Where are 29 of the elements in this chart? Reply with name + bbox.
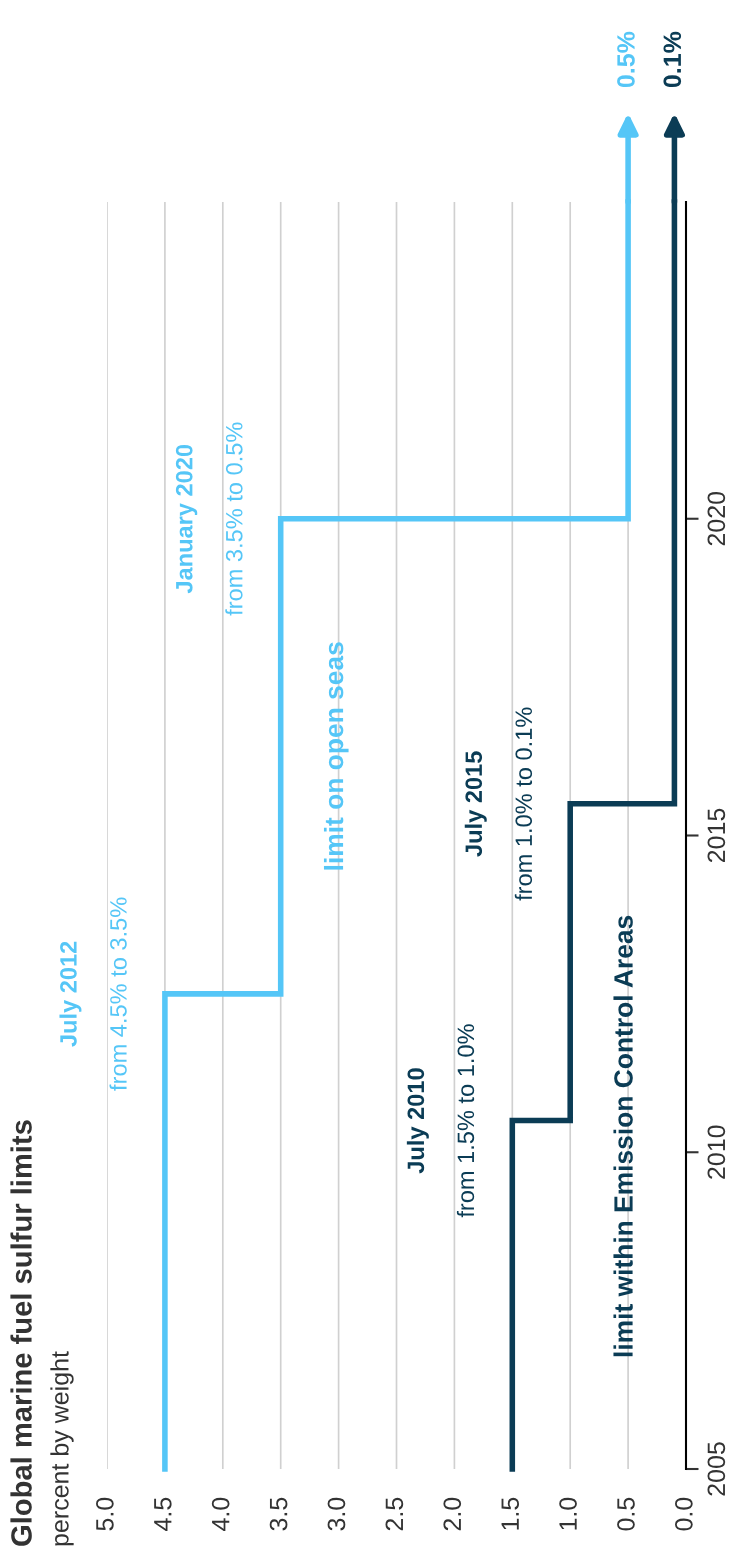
x-tick-label: 2.0 <box>443 1497 462 1531</box>
annotation: from 1.0% to 0.1% <box>514 707 533 901</box>
x-tick-label: 4.5 <box>154 1497 172 1531</box>
x-tick-label: 3.0 <box>327 1497 346 1531</box>
x-tick-label: 4.0 <box>211 1497 230 1531</box>
text: percent by weight <box>50 1351 74 1546</box>
text: July 2012 <box>59 941 82 1047</box>
annotation: from 1.5% to 1.0% <box>456 1024 475 1218</box>
annotation: from 3.5% to 0.5% <box>225 422 243 616</box>
x-tick-label: 1.0 <box>559 1497 577 1530</box>
x-tick-label: 1.5 <box>501 1497 520 1530</box>
x-tick-label: 0.0 <box>675 1497 693 1531</box>
annotation: January 2020 <box>175 444 198 594</box>
x-tick-label: 2.5 <box>385 1497 404 1531</box>
text: limit within Emission Control Areas <box>613 915 633 1357</box>
y-tick-label: 2005 <box>707 1442 726 1496</box>
annotation: July 2010 <box>406 1068 429 1174</box>
data-label: 0.1% <box>663 31 682 88</box>
text: limit on open seas <box>323 642 349 870</box>
y-tick-label: 2020 <box>707 491 726 546</box>
data-label: 0.5% <box>617 31 635 88</box>
x-tick-label: 0.5 <box>617 1497 635 1531</box>
y-tick-label: 2015 <box>707 808 726 863</box>
y-tick-label: 2010 <box>707 1125 726 1179</box>
text: Global marine fuel sulfur limits <box>10 1120 32 1546</box>
x-tick-label: 3.5 <box>269 1497 288 1531</box>
annotation: July 2015 <box>464 751 487 857</box>
annotation: from 4.5% to 3.5% <box>109 897 127 1091</box>
x-tick-label: 5.0 <box>96 1497 114 1531</box>
